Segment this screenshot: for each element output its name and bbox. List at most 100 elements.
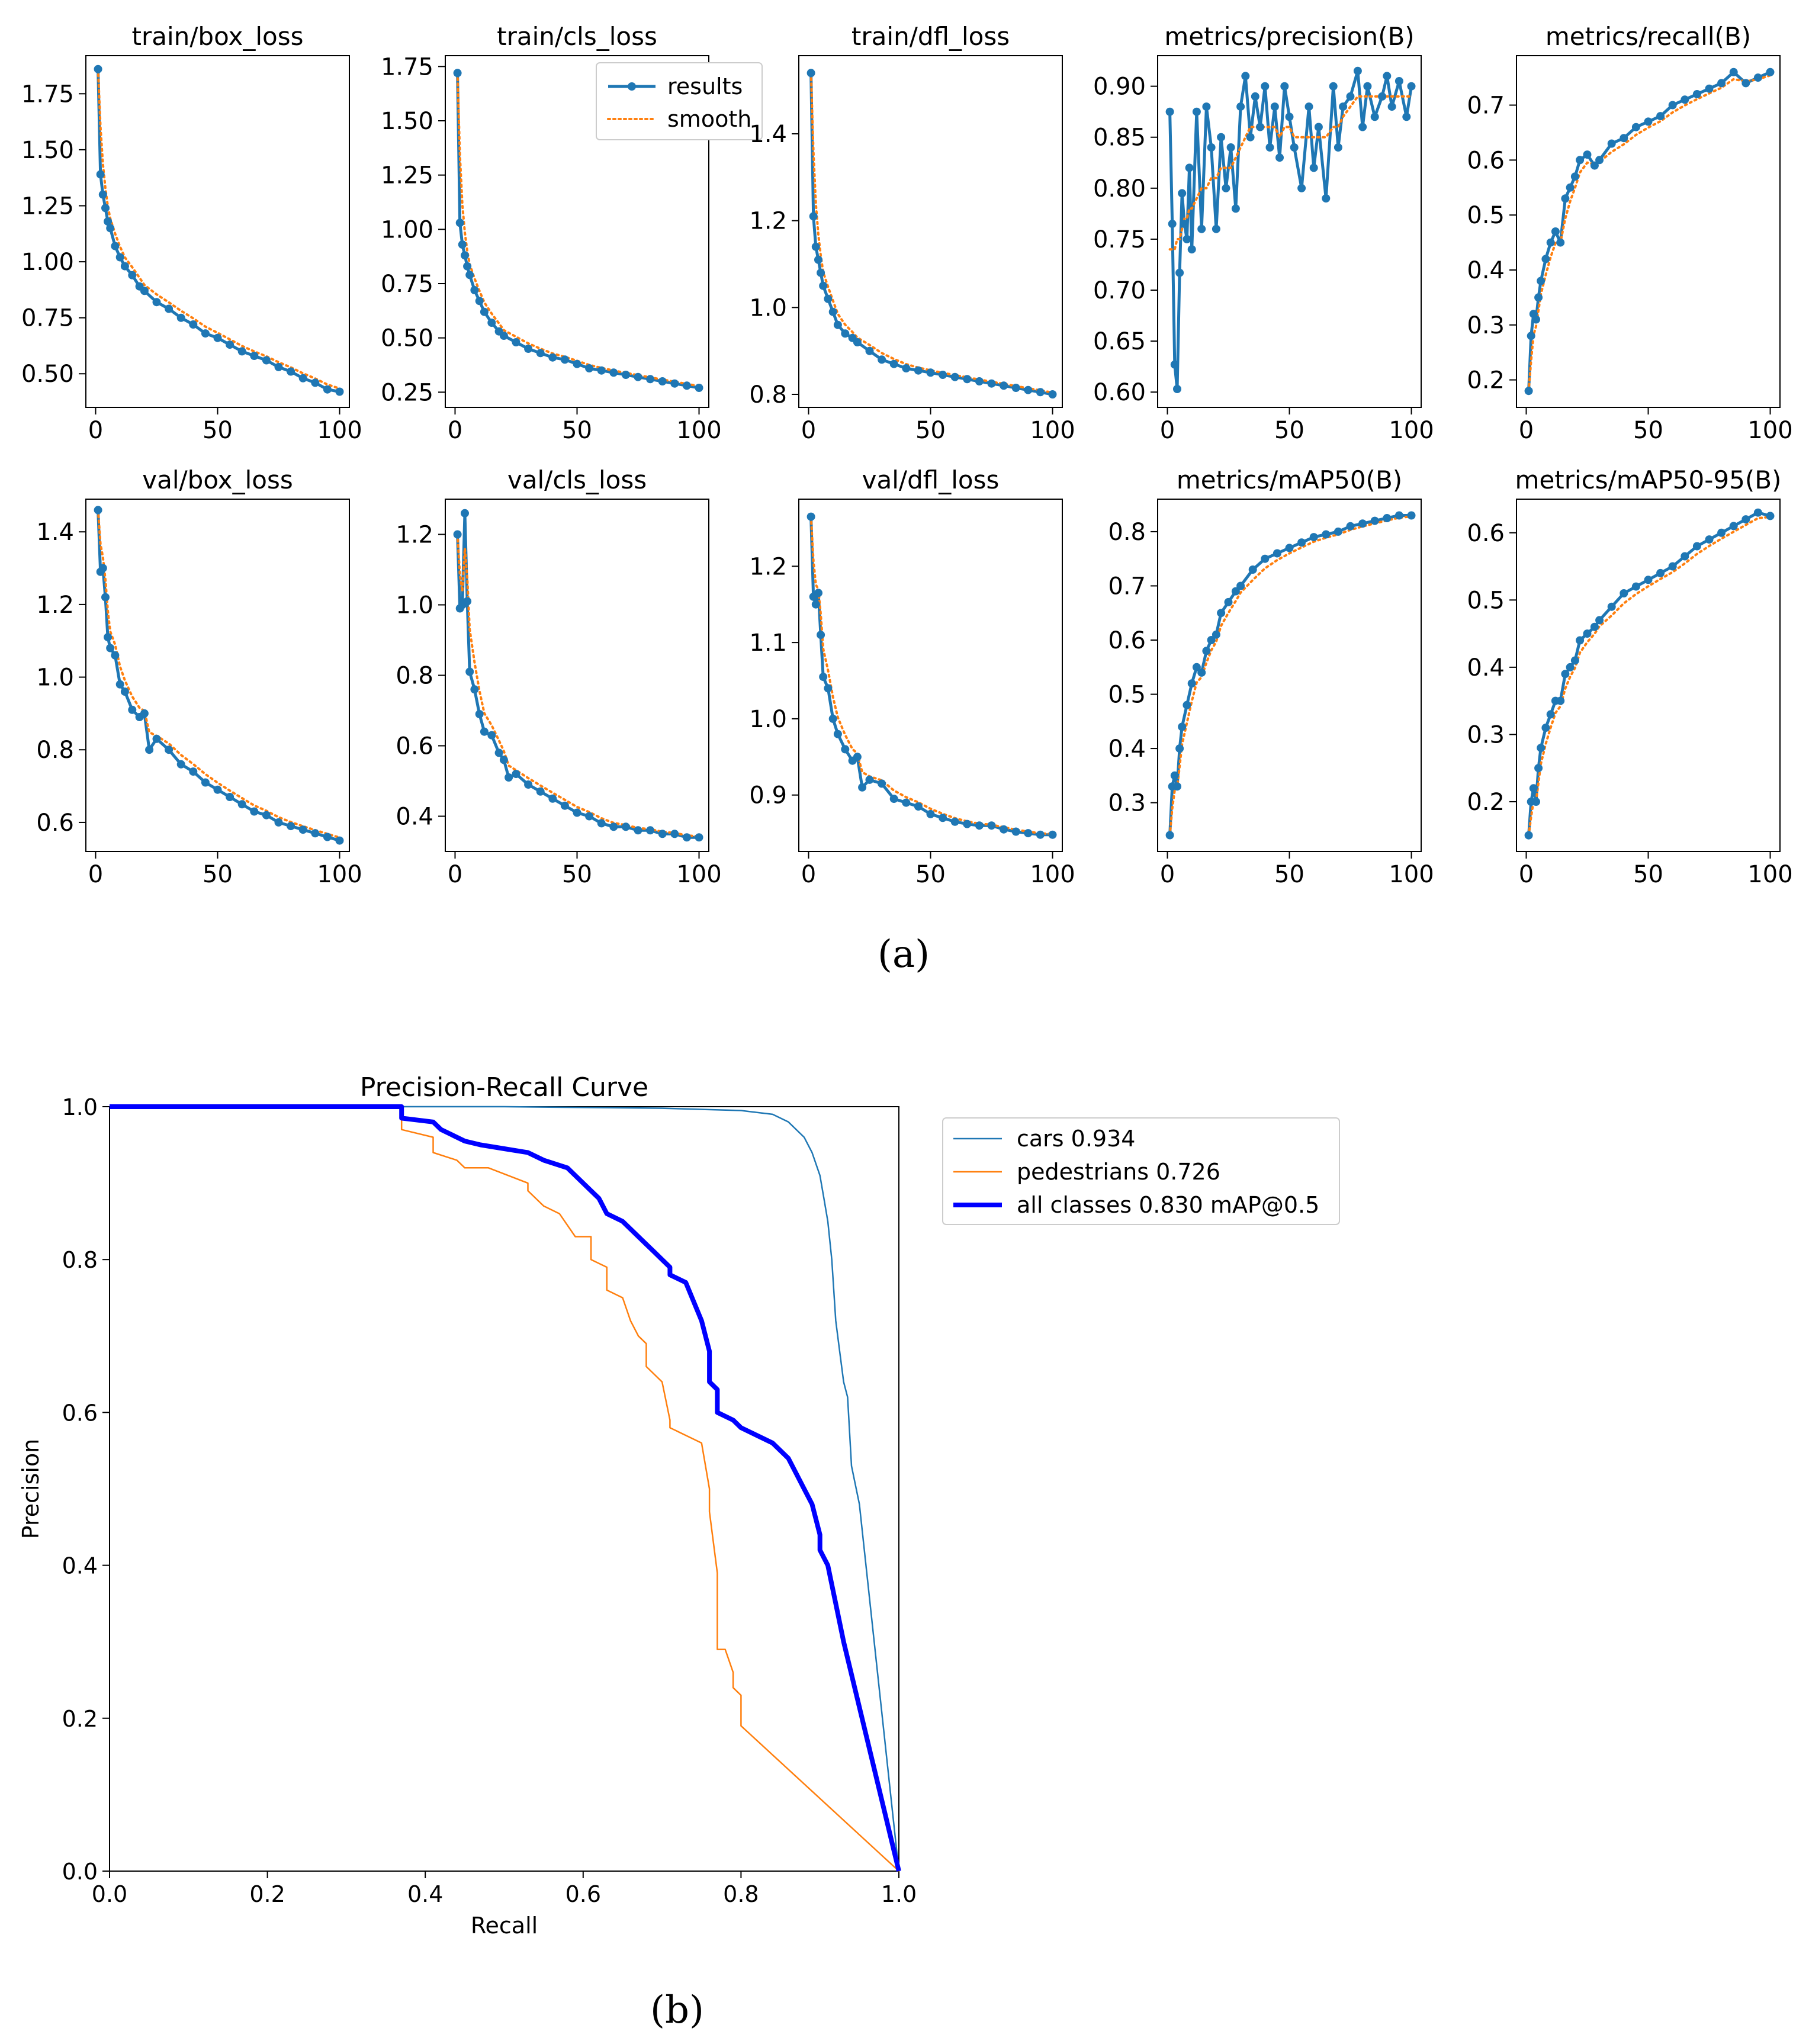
data-point bbox=[889, 359, 898, 368]
data-point bbox=[1285, 113, 1294, 121]
series-line-results bbox=[809, 516, 1053, 837]
data-point bbox=[1231, 204, 1240, 213]
series-line-results bbox=[456, 512, 699, 839]
data-point bbox=[1175, 744, 1184, 753]
data-point bbox=[1753, 73, 1762, 82]
y-tick-label: 1.50 bbox=[21, 137, 74, 164]
data-point bbox=[1036, 830, 1045, 839]
data-point bbox=[1717, 79, 1726, 88]
x-tick-label: 0.4 bbox=[407, 1881, 443, 1907]
data-point bbox=[1202, 647, 1211, 655]
data-point bbox=[1297, 538, 1306, 547]
plot-frame bbox=[798, 55, 1063, 408]
data-point bbox=[1644, 576, 1653, 584]
x-tick-label: 100 bbox=[317, 861, 362, 888]
chart-panel-8: metrics/mAP50(B) 0 50 100 0.3 0.4 0.5 0.6 0.7 0.8 bbox=[1108, 465, 1434, 888]
chart-panel-4: metrics/recall(B) 0 50 100 0.2 0.3 0.4 0.5 0.6 0.… bbox=[1467, 22, 1792, 444]
x-tick-label: 0 bbox=[448, 861, 462, 888]
data-point bbox=[453, 69, 462, 78]
y-tick-label: 1.25 bbox=[21, 192, 74, 220]
data-point bbox=[634, 372, 642, 381]
data-point bbox=[1383, 514, 1392, 522]
y-tick-label: 0.0 bbox=[62, 1859, 98, 1885]
data-point bbox=[1527, 332, 1535, 340]
data-point bbox=[487, 731, 496, 740]
data-point bbox=[512, 338, 520, 346]
data-point bbox=[524, 780, 533, 789]
data-point bbox=[94, 506, 102, 515]
y-tick-label: 0.2 bbox=[1467, 367, 1505, 394]
data-point bbox=[573, 808, 581, 817]
data-point bbox=[1334, 527, 1342, 536]
data-point bbox=[335, 387, 344, 396]
x-tick-label: 0.8 bbox=[723, 1881, 759, 1907]
data-point bbox=[950, 372, 959, 381]
x-axis-label: Recall bbox=[471, 1913, 538, 1939]
chart-title: train/box_loss bbox=[132, 22, 304, 51]
data-point bbox=[1270, 102, 1279, 111]
data-point bbox=[597, 819, 606, 828]
series-line-smooth bbox=[809, 515, 1054, 835]
data-point bbox=[335, 836, 344, 845]
data-point bbox=[237, 347, 246, 356]
x-tick-label: 100 bbox=[1747, 861, 1792, 888]
data-point bbox=[833, 729, 842, 738]
data-point bbox=[1534, 764, 1543, 773]
chart-panel-6: val/cls_loss 0 50 100 0.4 0.6 0.8 1.0 1.2 bbox=[396, 465, 721, 888]
plot-frame bbox=[109, 1106, 899, 1872]
data-point bbox=[140, 709, 149, 718]
y-tick-label: 0.8 bbox=[1108, 519, 1146, 546]
data-point bbox=[585, 812, 594, 821]
data-point bbox=[963, 375, 972, 384]
y-tick-label: 1.2 bbox=[749, 553, 787, 580]
data-point bbox=[1170, 771, 1179, 780]
data-point bbox=[1261, 554, 1270, 563]
data-point bbox=[1173, 385, 1181, 393]
series-line-results bbox=[456, 73, 699, 390]
data-point bbox=[682, 381, 691, 390]
y-tick-label: 0.3 bbox=[1467, 312, 1505, 339]
data-point bbox=[646, 375, 655, 384]
y-tick-label: 0.75 bbox=[21, 305, 74, 332]
data-point bbox=[1329, 82, 1338, 91]
x-tick-label: 50 bbox=[1633, 861, 1663, 888]
data-point bbox=[889, 795, 898, 804]
legend-box bbox=[942, 1117, 1340, 1225]
data-point bbox=[1524, 387, 1533, 396]
data-point bbox=[670, 379, 679, 388]
data-point bbox=[140, 287, 149, 295]
y-tick-label: 0.5 bbox=[1108, 682, 1146, 709]
data-point bbox=[841, 745, 850, 754]
series-line-smooth bbox=[97, 509, 341, 839]
data-point bbox=[1000, 825, 1008, 834]
y-tick-label: 0.4 bbox=[1467, 654, 1505, 682]
data-point bbox=[512, 770, 520, 779]
data-point bbox=[1180, 220, 1189, 229]
data-point bbox=[1314, 123, 1323, 131]
series-line-smooth bbox=[809, 72, 1054, 394]
data-point bbox=[470, 685, 479, 694]
data-point bbox=[1607, 602, 1616, 611]
data-point bbox=[819, 673, 828, 682]
y-tick-label: 1.00 bbox=[381, 216, 433, 243]
x-tick-label: 100 bbox=[1747, 417, 1792, 444]
data-point bbox=[1217, 133, 1226, 142]
x-tick-label: 50 bbox=[562, 417, 592, 444]
data-point bbox=[824, 684, 833, 693]
plot-frame bbox=[85, 499, 350, 852]
y-tick-label: 0.4 bbox=[62, 1553, 98, 1579]
data-point bbox=[1394, 511, 1403, 520]
x-tick-label: 0.0 bbox=[92, 1881, 127, 1907]
data-point bbox=[853, 338, 862, 346]
data-point bbox=[1251, 92, 1259, 101]
data-point bbox=[1402, 113, 1411, 121]
data-point bbox=[1261, 82, 1270, 91]
data-point bbox=[487, 319, 496, 327]
data-point bbox=[814, 589, 822, 597]
chart-title: val/dfl_loss bbox=[862, 465, 1000, 494]
data-point bbox=[1183, 234, 1191, 243]
x-tick-label: 0 bbox=[448, 417, 462, 444]
x-tick-label: 100 bbox=[1030, 417, 1075, 444]
data-point bbox=[914, 366, 923, 375]
data-point bbox=[809, 212, 818, 221]
